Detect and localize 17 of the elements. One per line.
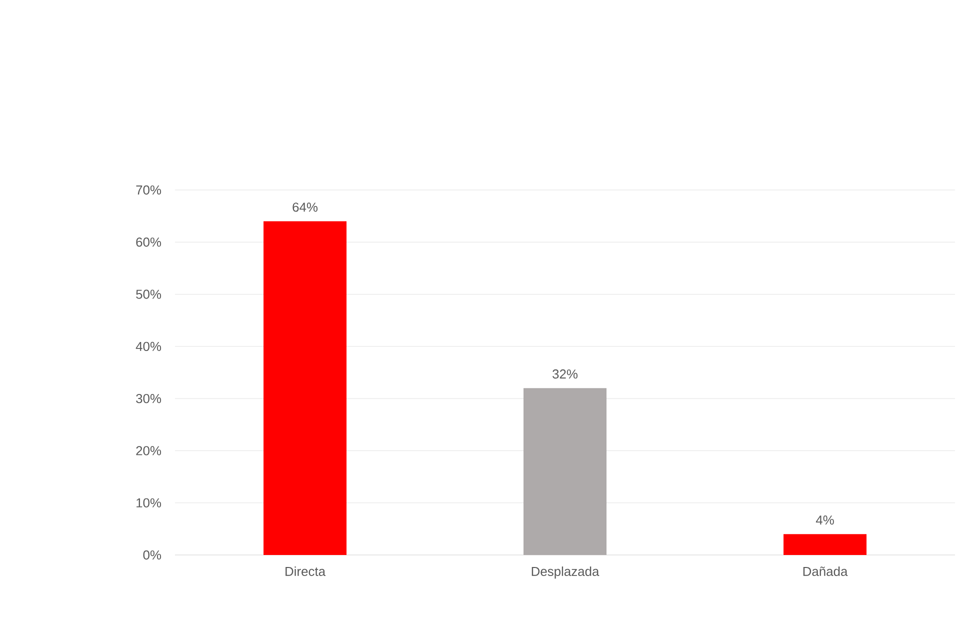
- data-label: 4%: [816, 516, 834, 525]
- y-tick-label: 10%: [136, 498, 162, 508]
- bar: [784, 534, 867, 555]
- bar: [264, 221, 347, 555]
- bar: [524, 388, 607, 555]
- x-tick-label: Desplazada: [532, 566, 600, 579]
- y-tick-label: 70%: [136, 185, 162, 195]
- data-label: 64%: [292, 202, 318, 212]
- x-tick-label: Dañada: [803, 566, 848, 576]
- y-tick-label: 0%: [143, 550, 162, 560]
- x-tick-label: Directa: [286, 566, 326, 576]
- y-tick-label: 60%: [136, 238, 162, 247]
- y-tick-label: 50%: [136, 290, 162, 299]
- y-tick-label: 30%: [136, 394, 162, 404]
- y-tick-label: 20%: [136, 446, 162, 456]
- data-label: 32%: [552, 369, 578, 379]
- y-tick-label: 40%: [136, 342, 162, 351]
